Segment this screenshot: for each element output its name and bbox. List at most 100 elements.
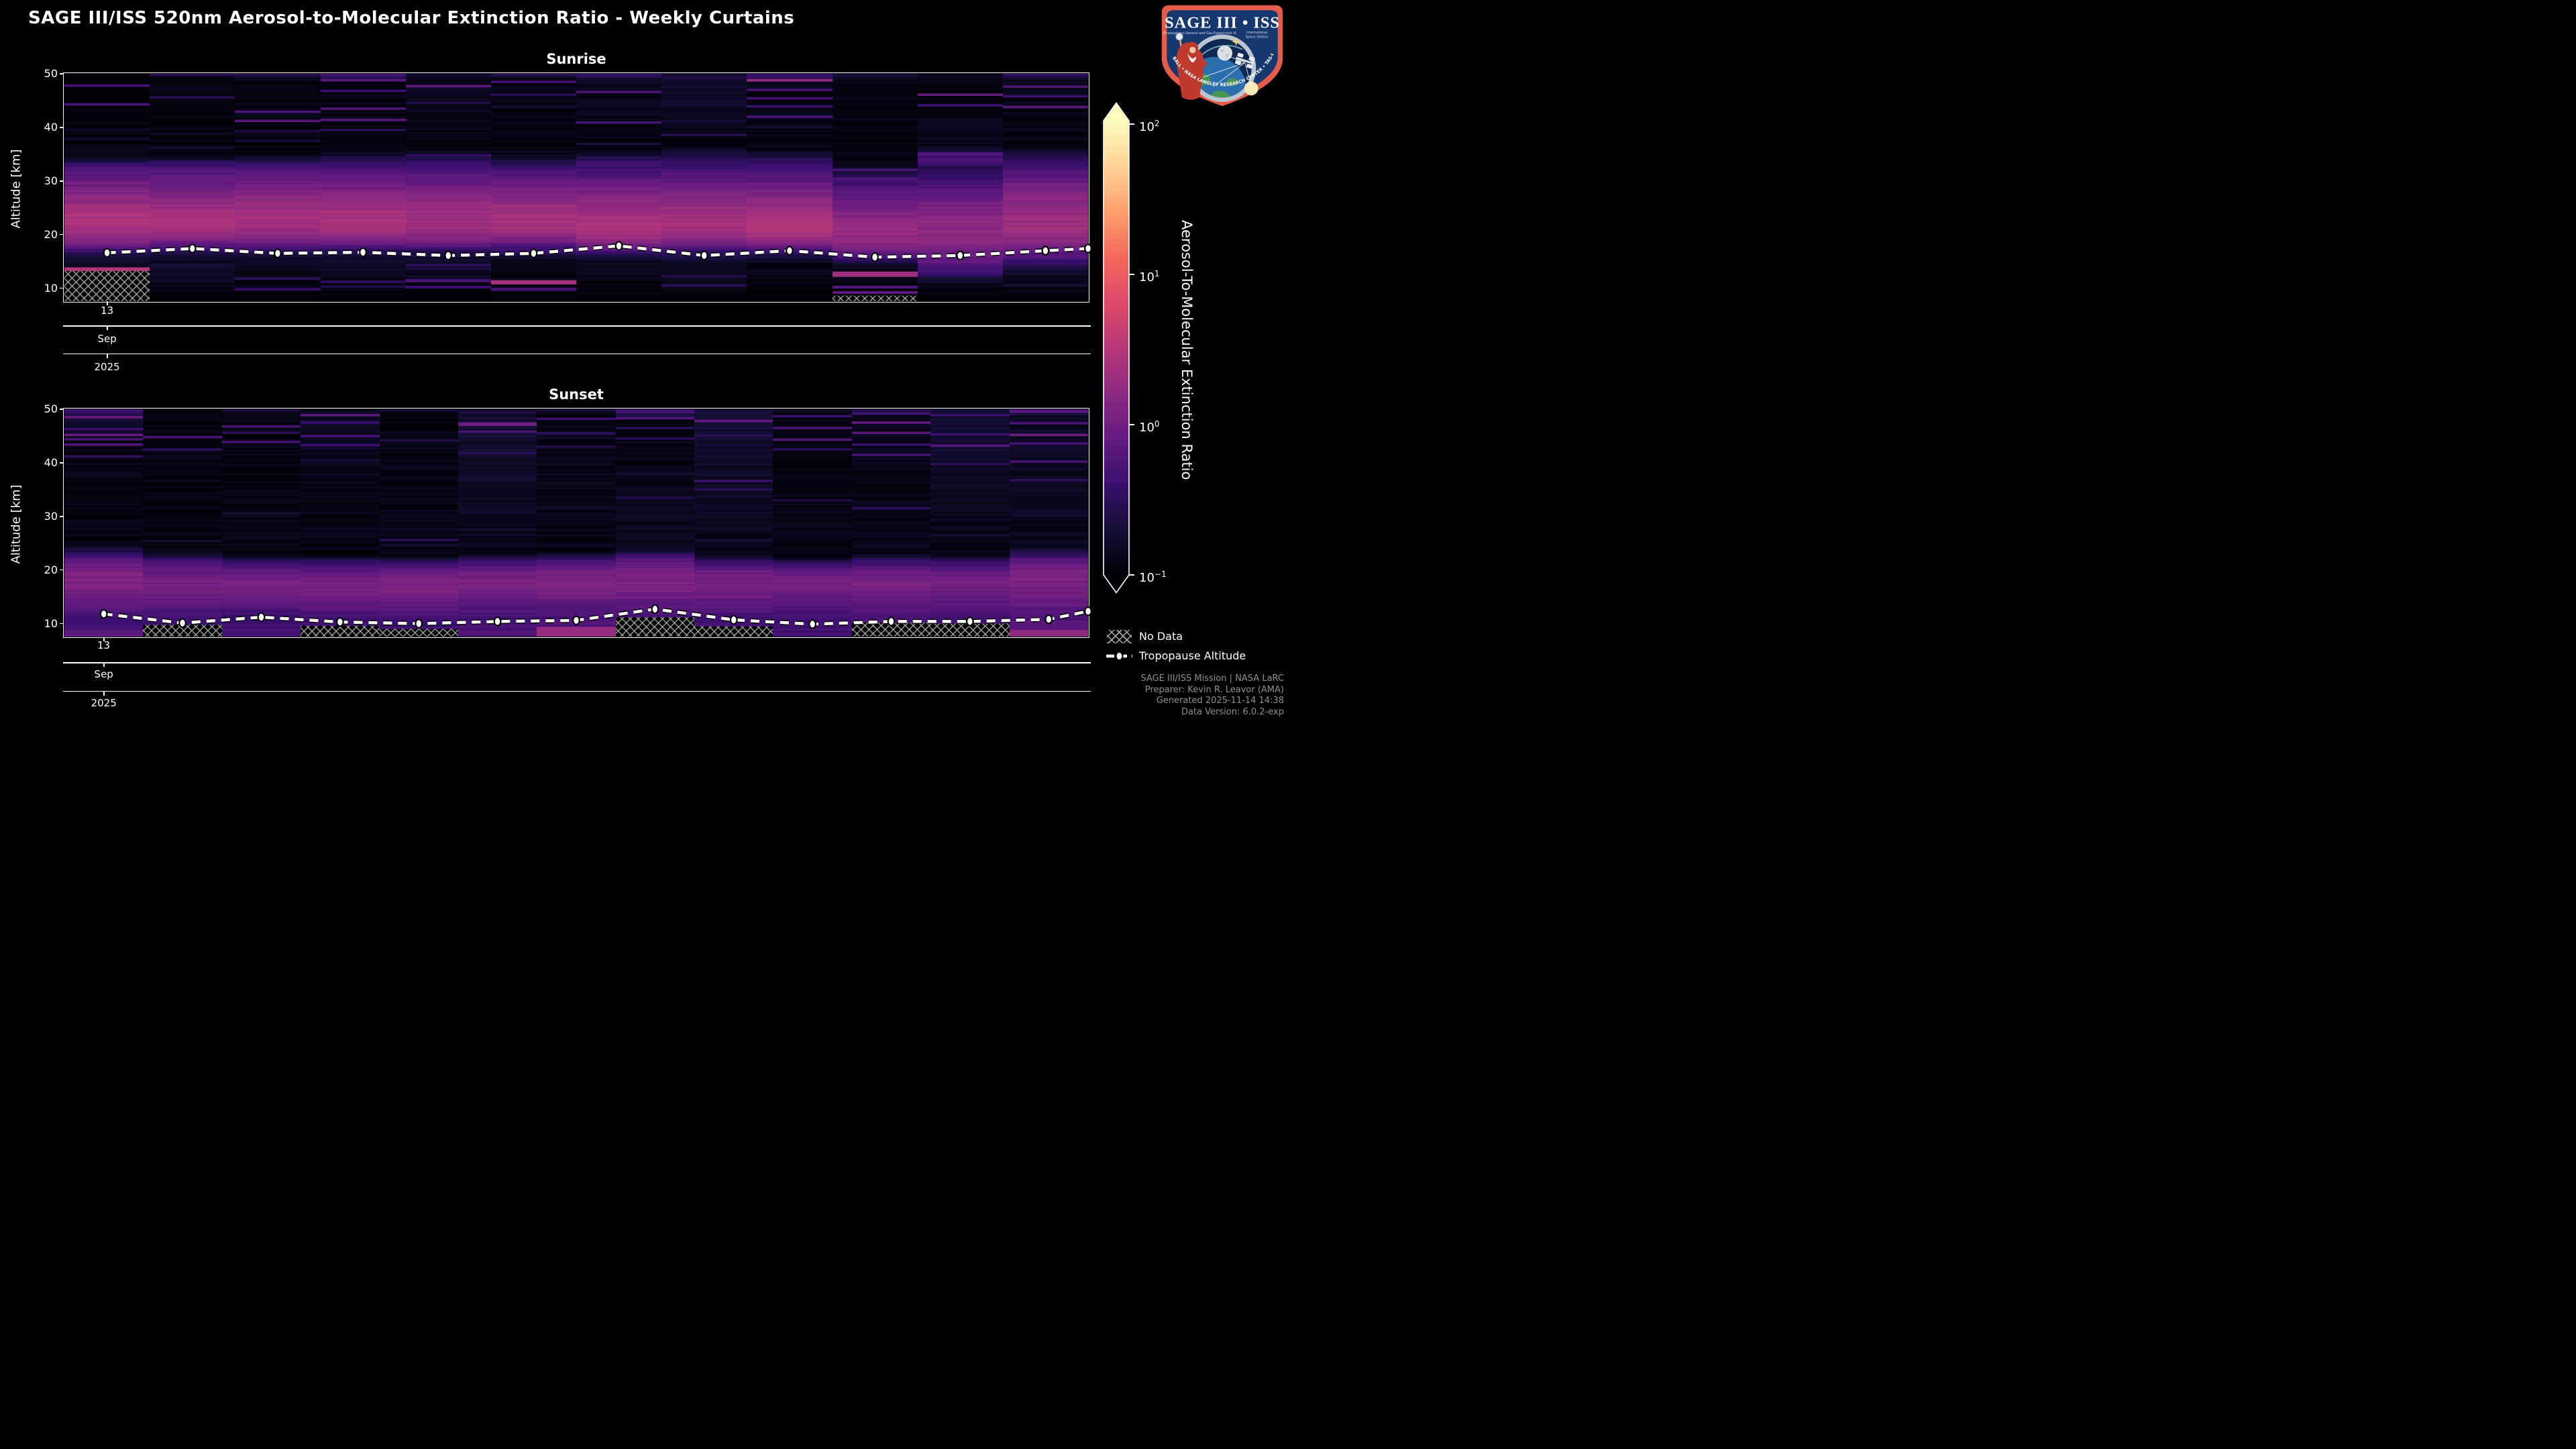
tropopause-marker-sunrise-6	[614, 241, 623, 251]
colorbar	[1103, 102, 1134, 594]
y-tick-label-sunrise-20: 20	[44, 227, 58, 241]
logo-moon	[1217, 45, 1233, 61]
tropopause-marker-sunrise-9	[871, 252, 879, 262]
panel-title-sunrise: Sunrise	[546, 51, 606, 67]
legend-label-tropopause: Tropopause Altitude	[1139, 649, 1246, 662]
logo-beams	[1203, 55, 1252, 87]
figure-root: SAGE III/ISS 520nm Aerosol-to-Molecular …	[0, 0, 1288, 724]
y-tick-mark-sunset-10	[60, 623, 64, 625]
x-tick-label-sunset-year: 2025	[91, 697, 117, 709]
tropopause-marker-sunset-9	[808, 619, 817, 629]
tropopause-marker-sunset-4	[415, 619, 423, 629]
tropopause-marker-sunrise-2	[274, 248, 282, 258]
tropopause-marker-sunset-3	[335, 616, 344, 627]
logo-title: SAGE III • ISS	[1165, 14, 1280, 32]
date-separator-line-sunset-1	[63, 690, 1091, 692]
y-tick-mark-sunrise-40	[60, 127, 64, 128]
y-tick-label-sunrise-30: 30	[44, 174, 58, 187]
y-tick-mark-sunset-40	[60, 462, 64, 464]
tropopause-marker-sunset-13	[1084, 606, 1092, 616]
tropopause-path-sunset	[103, 607, 1089, 626]
y-tick-label-sunrise-40: 40	[44, 120, 58, 133]
x-tick-label-sunset-month: Sep	[94, 668, 113, 680]
x-tick-mark-sunrise-2	[106, 354, 108, 358]
x-tick-label-sunrise-year: 2025	[94, 360, 120, 373]
y-tick-label-sunset-50: 50	[44, 402, 58, 415]
logo-moon-crater	[1225, 54, 1230, 58]
y-tick-label-sunrise-10: 10	[44, 281, 58, 294]
tropopause-legend-sample	[1106, 651, 1132, 661]
tropopause-marker-sunrise-4	[444, 250, 453, 261]
logo-star-icon	[1232, 37, 1241, 46]
tropopause-path-sunrise	[107, 244, 1089, 259]
tropopause-marker-sunset-5	[493, 616, 502, 627]
tropopause-marker-sunrise-0	[103, 248, 111, 258]
page-title: SAGE III/ISS 520nm Aerosol-to-Molecular …	[28, 8, 795, 28]
x-tick-mark-sunset-1	[103, 663, 105, 667]
sage-iii-iss-logo: SAGE III • ISS Stratospheric Aerosol and…	[1159, 3, 1283, 107]
colorbar-tick-label-1: 101	[1139, 269, 1160, 284]
y-tick-label-sunset-40: 40	[44, 455, 58, 469]
colorbar-tick-label-3: 10−1	[1139, 570, 1167, 585]
tropopause-marker-sunset-6	[572, 615, 580, 626]
y-tick-label-sunset-20: 20	[44, 563, 58, 576]
logo-wizard	[1175, 33, 1208, 100]
tropopause-marker-sunrise-10	[956, 250, 965, 261]
y-tick-label-sunrise-50: 50	[44, 67, 58, 80]
y-tick-mark-sunrise-30	[60, 180, 64, 182]
legend-label-no-data: No Data	[1139, 630, 1183, 643]
x-tick-label-sunrise-day: 13	[101, 304, 114, 317]
attribution-mission: SAGE III/ISS Mission | NASA LaRC	[1140, 674, 1284, 684]
tropopause-marker-sunrise-11	[1041, 246, 1050, 256]
no-data-hatch-swatch	[1107, 630, 1132, 643]
heatmap-canvas-sunrise	[64, 74, 1088, 301]
tropopause-marker-sunset-10	[887, 616, 896, 627]
tropopause-marker-sunset-11	[966, 616, 974, 627]
panel-title-sunset: Sunset	[549, 386, 604, 402]
y-tick-label-sunset-30: 30	[44, 509, 58, 523]
x-tick-mark-sunset-2	[103, 692, 105, 696]
colorbar-tick-label-0: 102	[1139, 119, 1160, 134]
tropopause-marker-sunrise-8	[786, 246, 794, 256]
tropopause-marker-sunset-12	[1044, 614, 1053, 625]
tropopause-marker-sunset-7	[651, 604, 659, 614]
heatmap-canvas-sunset	[64, 409, 1088, 637]
logo-moon-crater	[1220, 49, 1224, 52]
date-separator-line-sunset-0	[63, 662, 1091, 663]
x-tick-mark-sunrise-1	[106, 326, 108, 330]
colorbar-tick-label-2: 100	[1139, 419, 1160, 435]
y-axis-label-sunset: Altitude [km]	[9, 484, 23, 564]
date-separator-line-sunrise-1	[63, 353, 1091, 354]
y-tick-mark-sunset-50	[60, 409, 64, 410]
tropopause-marker-sunset-8	[729, 614, 738, 625]
x-tick-mark-sunset-0	[103, 637, 105, 641]
tropopause-marker-sunrise-3	[359, 247, 367, 258]
x-tick-label-sunrise-month: Sep	[97, 333, 117, 345]
attribution-generated: Generated 2025-11-14 14:38	[1156, 696, 1284, 706]
y-tick-mark-sunrise-50	[60, 73, 64, 74]
tropopause-line-sunset	[99, 604, 1092, 629]
y-tick-mark-sunrise-10	[60, 287, 64, 289]
attribution-block: SAGE III/ISS Mission | NASA LaRC Prepare…	[1140, 674, 1284, 718]
logo-subtitle-iss2: Space Station	[1246, 36, 1269, 40]
x-tick-label-sunset-day: 13	[97, 639, 111, 651]
y-tick-mark-sunset-30	[60, 516, 64, 517]
tropopause-marker-sunrise-7	[700, 250, 708, 261]
y-tick-mark-sunset-20	[60, 569, 64, 571]
attribution-data-version: Data Version: 6.0.2-exp	[1181, 706, 1284, 717]
tropopause-marker-sunset-1	[178, 618, 186, 629]
y-axis-label-sunrise: Altitude [km]	[9, 148, 23, 229]
date-separator-line-sunrise-0	[63, 325, 1091, 327]
logo-sun	[1244, 81, 1258, 96]
tropopause-line-sunrise	[103, 241, 1092, 262]
logo-iss-icon	[1234, 52, 1255, 69]
attribution-preparer: Preparer: Kevin R. Leavor (AMA)	[1144, 684, 1284, 695]
x-tick-mark-sunrise-0	[106, 301, 108, 305]
y-tick-mark-sunrise-20	[60, 233, 64, 235]
colorbar-gradient-bar	[1103, 102, 1130, 594]
y-tick-label-sunset-10: 10	[44, 616, 58, 630]
tropopause-marker-sunrise-5	[529, 248, 538, 258]
logo-subtitle-iss: International	[1246, 31, 1267, 35]
tropopause-marker-sunrise-1	[188, 244, 197, 254]
tropopause-marker-sunrise-12	[1084, 244, 1092, 254]
